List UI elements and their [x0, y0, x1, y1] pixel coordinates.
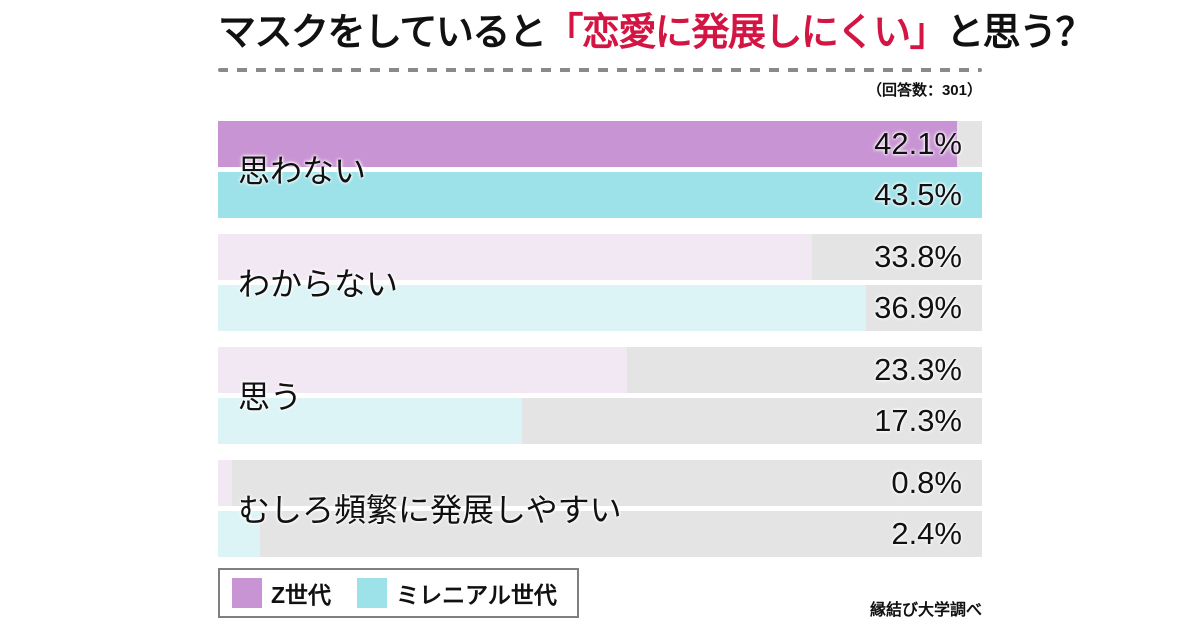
bar-track-z: 33.8%: [218, 233, 982, 280]
value-label-millennial: 2.4%: [891, 515, 962, 551]
legend-swatch-z: [232, 577, 262, 608]
title-post: と思う？: [946, 12, 1094, 54]
value-label-z: 33.8%: [874, 238, 962, 274]
bar-row-omowanai: 42.1% 43.5% 思わない: [218, 120, 982, 218]
legend-label-z: Z世代: [271, 581, 332, 608]
bar-fill-millennial: [218, 171, 982, 218]
bar-fill-millennial: [218, 397, 522, 444]
bar-track-z: 23.3%: [218, 346, 982, 393]
title-pre: マスクをしていると: [218, 12, 547, 54]
bar-track-millennial: 43.5%: [218, 171, 982, 218]
legend-item-z: Z世代: [232, 576, 331, 610]
page-title: マスクをしていると「恋愛に発展しにくい」と思う？: [218, 0, 1094, 55]
value-label-millennial: 43.5%: [874, 176, 962, 212]
bar-fill-millennial: [218, 510, 261, 557]
bar-fill-millennial: [218, 284, 867, 331]
legend-swatch-millennial: [357, 577, 388, 608]
bar-fill-z: [218, 233, 812, 280]
source-note: 縁結び大学調べ: [869, 602, 982, 619]
category-label: 思わない: [238, 153, 367, 190]
bar-fill-z: [218, 346, 628, 393]
value-label-millennial: 17.3%: [874, 402, 962, 438]
bar-track-millennial: 17.3%: [218, 397, 982, 444]
legend-label-millennial: ミレニアル世代: [396, 581, 557, 608]
dashed-divider: [218, 67, 982, 72]
category-label: わからない: [238, 266, 399, 303]
bar-track-millennial: 2.4%: [218, 510, 982, 557]
bar-chart: 42.1% 43.5% 思わない 33.8% 36.9% わからない: [218, 120, 982, 557]
respondent-count: （回答数：301）: [866, 81, 982, 99]
category-label: 思う: [238, 379, 303, 416]
bar-track-z: 42.1%: [218, 120, 982, 167]
title-highlight: 「恋愛に発展しにくい」: [545, 12, 947, 54]
bar-fill-z: [218, 459, 233, 506]
bar-track-millennial: 36.9%: [218, 284, 982, 331]
category-label: むしろ頻繁に発展しやすい: [238, 492, 622, 529]
value-label-z: 42.1%: [874, 125, 962, 161]
value-label-z: 23.3%: [874, 351, 962, 387]
bar-row-omou: 23.3% 17.3% 思う: [218, 346, 982, 444]
chart-footer: Z世代 ミレニアル世代: [218, 567, 982, 618]
bar-fill-z: [218, 120, 958, 167]
value-label-millennial: 36.9%: [874, 289, 962, 325]
bar-row-wakaranai: 33.8% 36.9% わからない: [218, 233, 982, 331]
bar-track-z: 0.8%: [218, 459, 982, 506]
bar-row-mushiro: 0.8% 2.4% むしろ頻繁に発展しやすい: [218, 459, 982, 557]
chart-legend: Z世代 ミレニアル世代: [218, 567, 579, 618]
content-column: マスクをしていると「恋愛に発展しにくい」と思う？ （回答数：301） 42.1%…: [218, 0, 1094, 618]
value-label-z: 0.8%: [891, 464, 962, 500]
legend-item-millennial: ミレニアル世代: [357, 576, 557, 610]
